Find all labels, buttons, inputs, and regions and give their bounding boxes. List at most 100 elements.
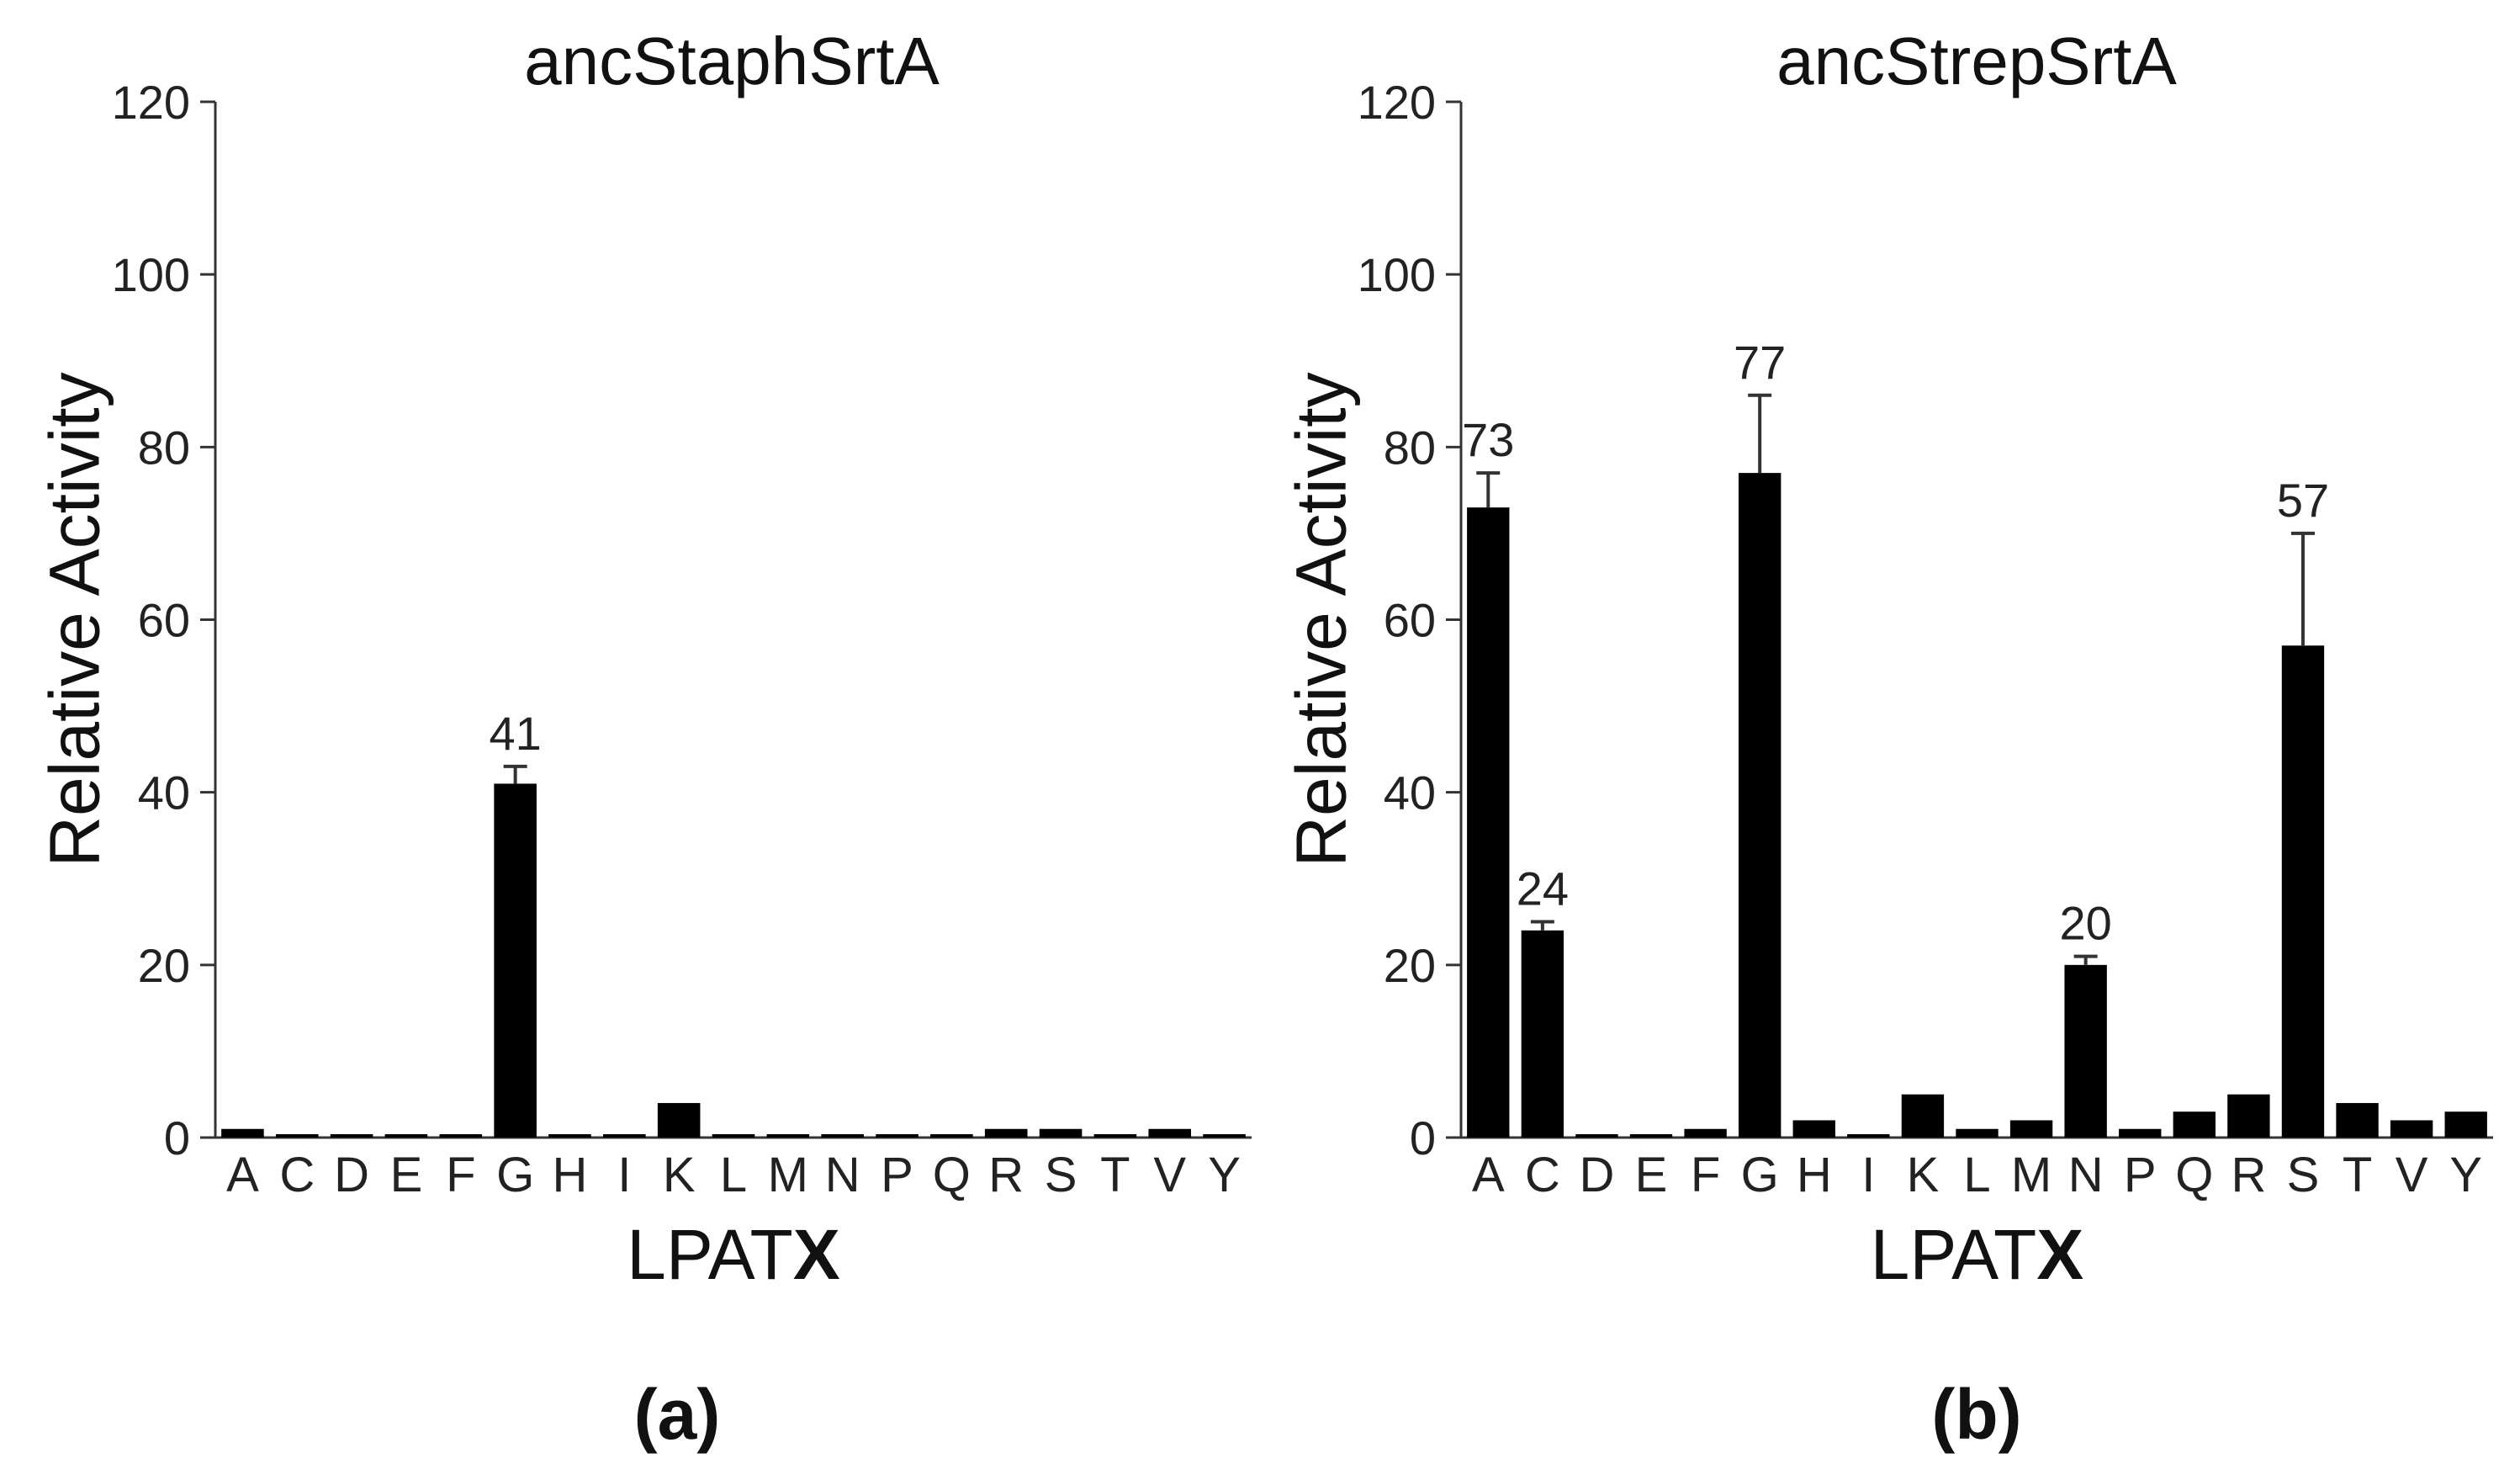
bar-F	[439, 1134, 483, 1138]
y-axis-label: Relative Activity	[34, 372, 114, 867]
x-tick-label-S: S	[1045, 1148, 1077, 1202]
x-tick-label-K: K	[663, 1148, 696, 1202]
y-tick-label: 120	[1358, 76, 1436, 129]
x-tick-label-D: D	[334, 1148, 369, 1202]
data-label-G: 77	[1734, 336, 1786, 389]
x-tick-label-L: L	[1963, 1148, 1990, 1202]
bar-D	[330, 1134, 373, 1138]
bar-C	[1521, 930, 1564, 1138]
x-tick-label-C: C	[279, 1148, 315, 1202]
x-tick-label-M: M	[2011, 1148, 2051, 1202]
x-tick-label-T: T	[1100, 1148, 1130, 1202]
chart-panel-1: ancStrepSrtA 0 20 40 60 80 100 120 Relative Acti…	[1281, 24, 2493, 1454]
x-tick-label-L: L	[720, 1148, 747, 1202]
y-tick-label: 0	[164, 1111, 190, 1164]
x-tick-label-Y: Y	[1208, 1148, 1241, 1202]
x-tick-label-I: I	[617, 1148, 631, 1202]
y-tick-label: 40	[138, 767, 190, 820]
bar-M	[766, 1134, 810, 1138]
bar-H	[1792, 1120, 1835, 1138]
data-label-S: 57	[2277, 474, 2329, 527]
bar-G	[494, 783, 537, 1138]
y-tick-label: 20	[138, 939, 190, 992]
bar-S	[1039, 1128, 1083, 1138]
bar-T	[2336, 1102, 2379, 1138]
x-tick-label-F: F	[1691, 1148, 1720, 1202]
x-tick-label-V: V	[2396, 1148, 2428, 1202]
bar-K	[1901, 1094, 1945, 1138]
bar-L	[712, 1134, 755, 1138]
x-axis-label: LPATX	[627, 1215, 840, 1294]
y-tick-label: 0	[1410, 1111, 1436, 1164]
x-tick-label-P: P	[2124, 1148, 2157, 1202]
x-axis-label-prefix: LPAT	[1871, 1215, 2037, 1294]
bar-V	[2390, 1120, 2433, 1138]
panel-label: (a)	[634, 1375, 721, 1454]
y-tick-label: 40	[1384, 767, 1436, 820]
data-label-N: 20	[2060, 897, 2112, 950]
x-axis-label-suffix: X	[793, 1215, 840, 1294]
x-axis-label: LPATX	[1871, 1215, 2084, 1294]
x-tick-label-D: D	[1580, 1148, 1615, 1202]
y-tick-label: 60	[1384, 594, 1436, 647]
x-tick-label-R: R	[2231, 1148, 2266, 1202]
bar-P	[876, 1134, 919, 1138]
bar-K	[657, 1102, 701, 1138]
x-tick-label-G: G	[496, 1148, 534, 1202]
y-tick-label: 100	[1358, 248, 1436, 301]
y-tick-label: 100	[112, 248, 190, 301]
bar-Q	[2173, 1111, 2216, 1138]
bar-I	[603, 1134, 646, 1138]
bar-N	[2064, 964, 2107, 1138]
bar-F	[1684, 1128, 1727, 1138]
bar-P	[2119, 1128, 2162, 1138]
bar-I	[1847, 1134, 1890, 1138]
x-tick-label-I: I	[1861, 1148, 1875, 1202]
bar-M	[2009, 1120, 2053, 1138]
bar-E	[384, 1134, 428, 1138]
data-label-G: 41	[489, 707, 541, 760]
panel-label: (b)	[1931, 1375, 2021, 1454]
x-tick-label-S: S	[2287, 1148, 2320, 1202]
x-tick-label-V: V	[1153, 1148, 1186, 1202]
y-axis-label: Relative Activity	[1281, 372, 1360, 867]
bar-Q	[930, 1134, 973, 1138]
bar-D	[1575, 1134, 1618, 1138]
bar-A	[221, 1128, 264, 1138]
data-label-A: 73	[1462, 413, 1514, 466]
bar-L	[1956, 1128, 1999, 1138]
x-tick-label-Q: Q	[2175, 1148, 2213, 1202]
x-axis-label-suffix: X	[2036, 1215, 2083, 1294]
bar-Y	[1203, 1134, 1246, 1138]
x-tick-label-A: A	[1472, 1148, 1505, 1202]
bar-A	[1467, 507, 1510, 1138]
y-tick-label: 60	[138, 594, 190, 647]
data-label-C: 24	[1517, 862, 1569, 915]
bar-S	[2281, 645, 2325, 1138]
x-tick-label-H: H	[1797, 1148, 1832, 1202]
x-tick-label-Y: Y	[2449, 1148, 2482, 1202]
x-tick-label-E: E	[1635, 1148, 1668, 1202]
bar-H	[548, 1134, 591, 1138]
x-tick-label-C: C	[1525, 1148, 1560, 1202]
chart-title: ancStaphSrtA	[524, 24, 940, 98]
bar-R	[2227, 1094, 2270, 1138]
x-tick-label-M: M	[768, 1148, 808, 1202]
x-tick-label-G: G	[1741, 1148, 1779, 1202]
bar-R	[984, 1128, 1028, 1138]
x-tick-label-F: F	[446, 1148, 475, 1202]
x-tick-label-T: T	[2343, 1148, 2372, 1202]
x-tick-label-R: R	[988, 1148, 1024, 1202]
x-tick-label-E: E	[390, 1148, 423, 1202]
chart-panel-0: ancStaphSrtA 0 20 40 60 80 100 120 Relative Acti…	[34, 24, 1252, 1454]
x-axis-label-prefix: LPAT	[627, 1215, 793, 1294]
x-tick-label-Q: Q	[933, 1148, 971, 1202]
x-tick-label-H: H	[553, 1148, 588, 1202]
x-tick-label-P: P	[881, 1148, 913, 1202]
x-tick-label-A: A	[226, 1148, 259, 1202]
bar-T	[1093, 1134, 1137, 1138]
bar-N	[821, 1134, 864, 1138]
chart-title: ancStrepSrtA	[1776, 24, 2177, 98]
x-tick-label-N: N	[825, 1148, 860, 1202]
